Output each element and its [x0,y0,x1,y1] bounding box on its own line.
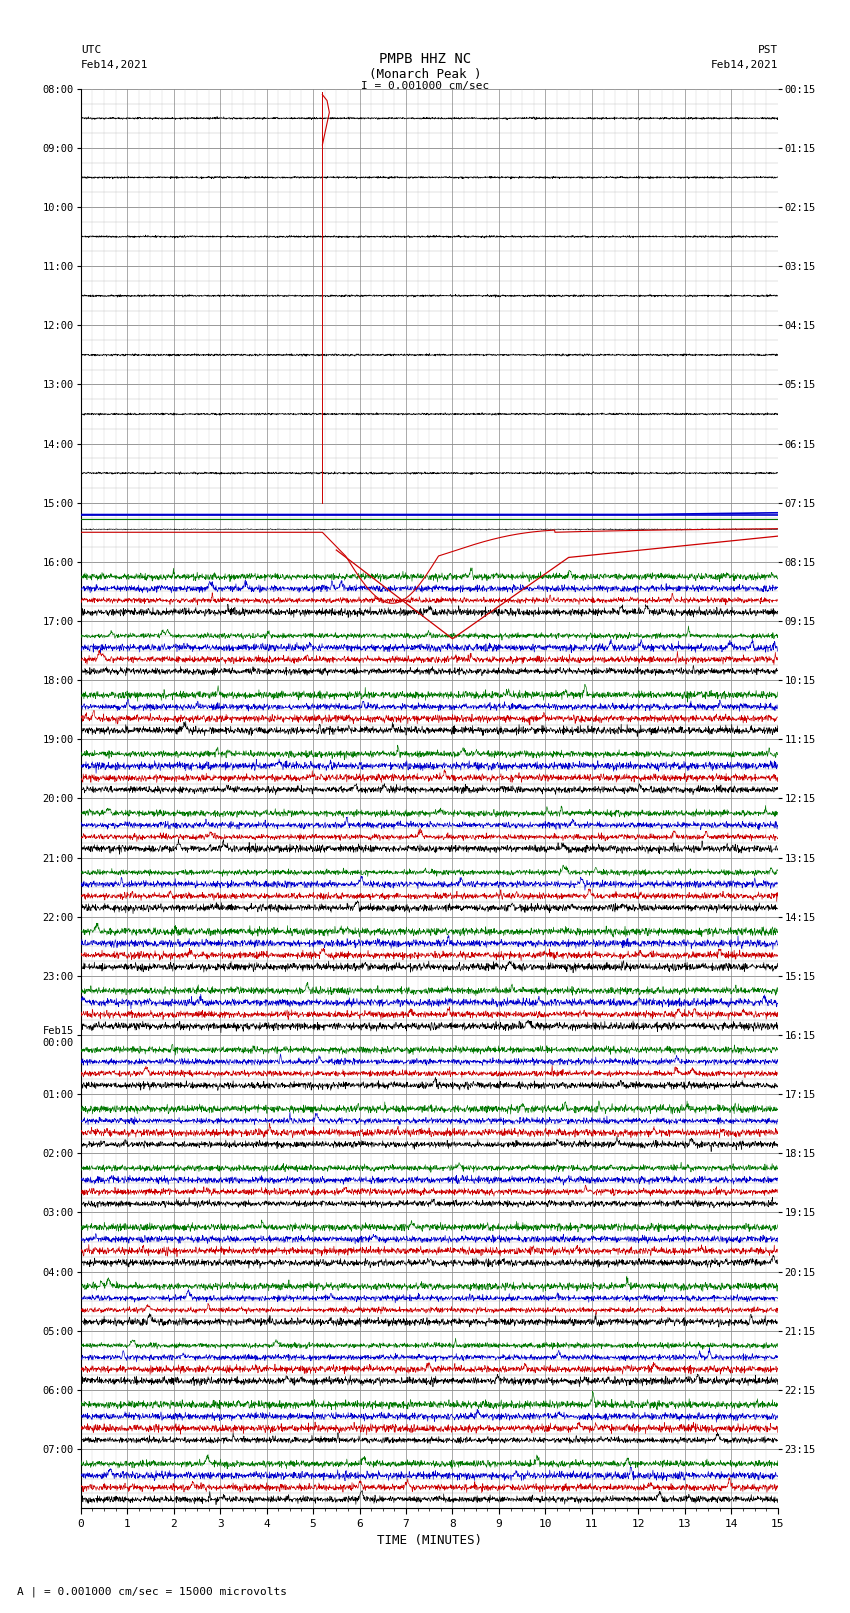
Text: Feb14,2021: Feb14,2021 [81,60,148,69]
Text: UTC: UTC [81,45,101,55]
Text: Feb14,2021: Feb14,2021 [711,60,778,69]
Text: A | = 0.001000 cm/sec = 15000 microvolts: A | = 0.001000 cm/sec = 15000 microvolts [17,1586,287,1597]
Text: PMPB HHZ NC: PMPB HHZ NC [379,52,471,66]
Text: PST: PST [757,45,778,55]
Text: (Monarch Peak ): (Monarch Peak ) [369,68,481,81]
Text: I = 0.001000 cm/sec: I = 0.001000 cm/sec [361,81,489,90]
X-axis label: TIME (MINUTES): TIME (MINUTES) [377,1534,482,1547]
